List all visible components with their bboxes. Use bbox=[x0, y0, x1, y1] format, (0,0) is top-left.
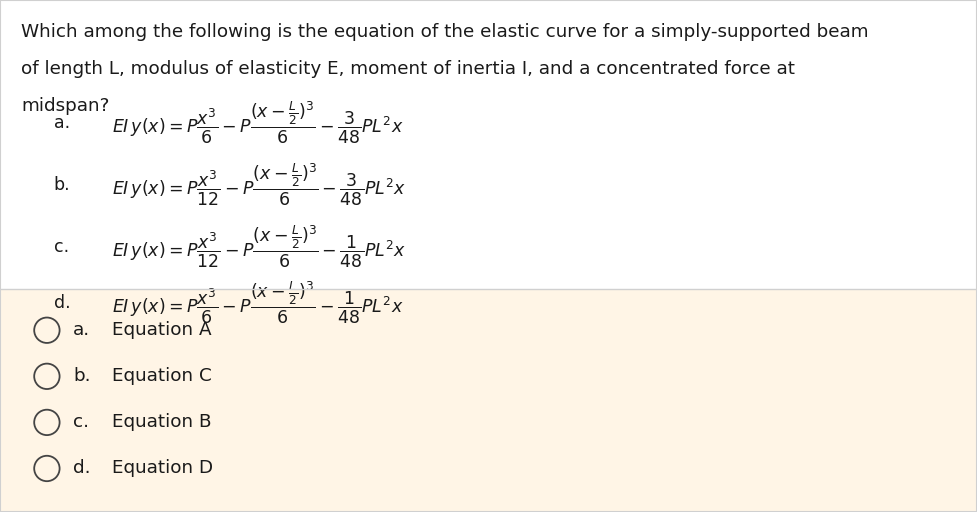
Text: b.: b. bbox=[54, 176, 70, 195]
Text: a.: a. bbox=[54, 114, 70, 132]
Text: Equation D: Equation D bbox=[112, 459, 214, 478]
Text: c.: c. bbox=[54, 238, 68, 256]
Text: Equation C: Equation C bbox=[112, 367, 212, 386]
Text: d.: d. bbox=[73, 459, 91, 478]
Text: Equation A: Equation A bbox=[112, 321, 212, 339]
Bar bbox=[0, 0, 977, 289]
Bar bbox=[0, 289, 977, 512]
Text: a.: a. bbox=[73, 321, 91, 339]
Text: $EI\,y(x) = P\dfrac{x^3}{6} - P\dfrac{(x-\frac{L}{2})^3}{6} - \dfrac{1}{48}PL^2x: $EI\,y(x) = P\dfrac{x^3}{6} - P\dfrac{(x… bbox=[112, 280, 404, 326]
Text: c.: c. bbox=[73, 413, 89, 432]
Text: d.: d. bbox=[54, 294, 70, 312]
Text: b.: b. bbox=[73, 367, 91, 386]
Text: $EI\,y(x) = P\dfrac{x^3}{12} - P\dfrac{(x-\frac{L}{2})^3}{6} - \dfrac{3}{48}PL^2: $EI\,y(x) = P\dfrac{x^3}{12} - P\dfrac{(… bbox=[112, 162, 406, 208]
Text: of length L, modulus of elasticity E, moment of inertia I, and a concentrated fo: of length L, modulus of elasticity E, mo… bbox=[21, 60, 795, 78]
Text: midspan?: midspan? bbox=[21, 97, 109, 115]
Text: Which among the following is the equation of the elastic curve for a simply-supp: Which among the following is the equatio… bbox=[21, 23, 870, 41]
Text: $EI\,y(x) = P\dfrac{x^3}{12} - P\dfrac{(x-\frac{L}{2})^3}{6} - \dfrac{1}{48}PL^2: $EI\,y(x) = P\dfrac{x^3}{12} - P\dfrac{(… bbox=[112, 224, 406, 270]
Text: $EI\,y(x) = P\dfrac{x^3}{6} - P\dfrac{(x-\frac{L}{2})^3}{6} - \dfrac{3}{48}PL^2x: $EI\,y(x) = P\dfrac{x^3}{6} - P\dfrac{(x… bbox=[112, 100, 404, 146]
Text: Equation B: Equation B bbox=[112, 413, 212, 432]
